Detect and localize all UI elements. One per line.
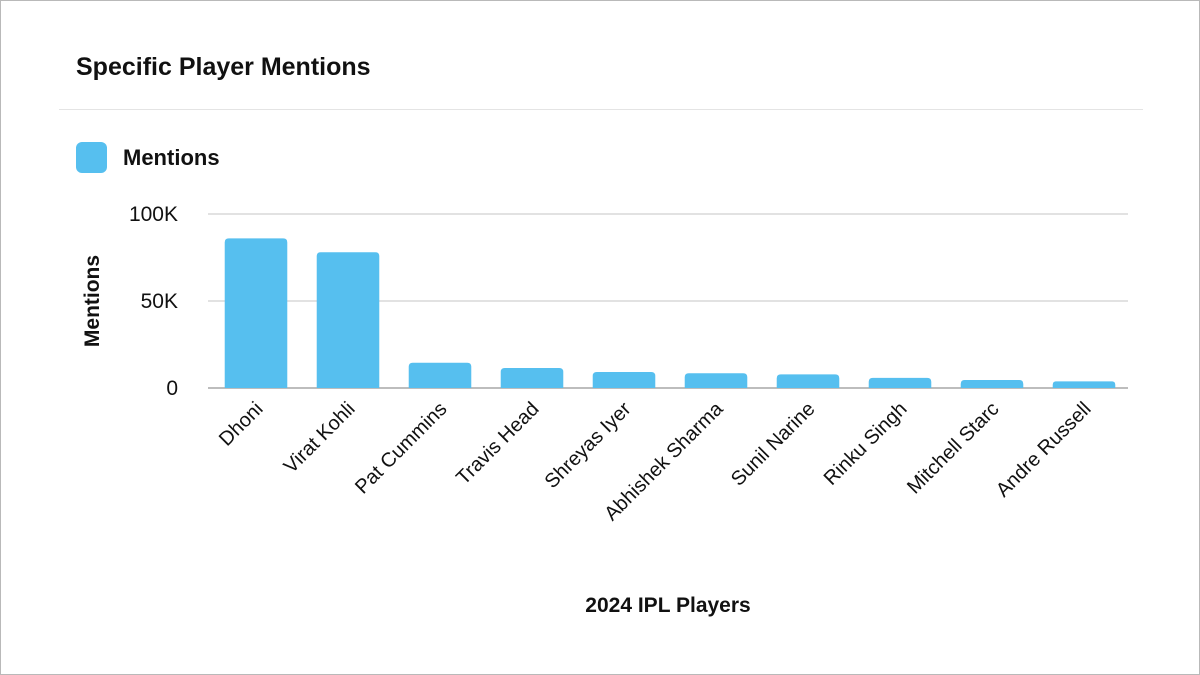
x-tick-label: Sunil Narine [727, 398, 820, 491]
x-axis-title: 2024 IPL Players [585, 594, 750, 617]
bar [1052, 381, 1116, 388]
bar [684, 373, 748, 388]
x-tick-label: Andre Russell [992, 398, 1096, 502]
legend[interactable]: Mentions [76, 142, 220, 173]
bar [776, 374, 840, 388]
bar [592, 371, 656, 388]
x-tick-label: Travis Head [452, 398, 543, 489]
chart-title: Specific Player Mentions [76, 53, 371, 81]
x-tick-label: Virat Kohli [280, 398, 360, 478]
y-axis-title: Mentions [81, 255, 104, 347]
title-divider [59, 109, 1143, 110]
bar [408, 362, 472, 388]
y-tick-label: 0 [166, 377, 178, 400]
x-tick-label: Pat Cummins [351, 398, 451, 498]
x-tick-label: Rinku Singh [820, 398, 912, 490]
x-tick-label: Dhoni [215, 398, 268, 451]
bar [868, 377, 932, 388]
y-tick-label: 100K [129, 203, 178, 226]
x-tick-label: Shreyas Iyer [541, 398, 636, 493]
y-tick-label: 50K [141, 290, 178, 313]
bar [316, 252, 380, 388]
bar [960, 379, 1024, 388]
bar [500, 367, 564, 388]
bar [224, 238, 288, 388]
x-tick-label: Mitchell Starc [903, 398, 1003, 498]
legend-label: Mentions [123, 144, 220, 170]
legend-swatch [76, 142, 107, 173]
